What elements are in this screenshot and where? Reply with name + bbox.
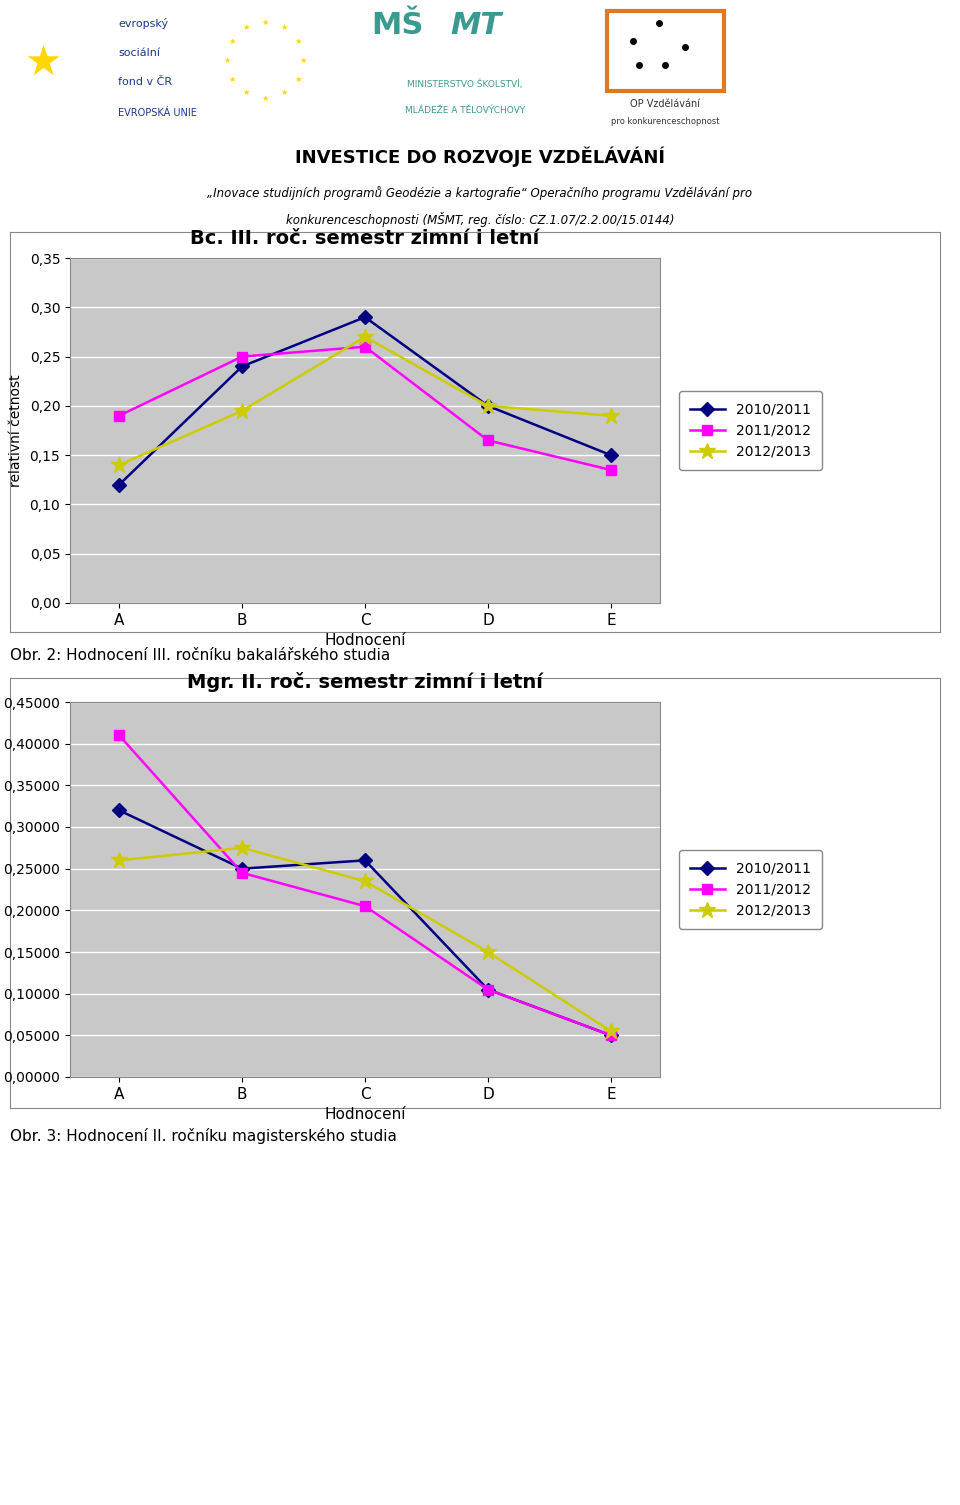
Text: sociální: sociální xyxy=(118,48,160,57)
Text: MŠ: MŠ xyxy=(372,11,424,41)
X-axis label: Hodnocení: Hodnocení xyxy=(324,1108,406,1123)
Text: EVROPSKÁ UNIE: EVROPSKÁ UNIE xyxy=(118,108,197,117)
2011/2012 xyxy=(359,897,371,915)
Text: esf: esf xyxy=(63,48,110,77)
2010/2011 xyxy=(359,852,371,870)
Title: Mgr. II. roč. semestr zimní i letní: Mgr. II. roč. semestr zimní i letní xyxy=(187,673,543,692)
Text: ★: ★ xyxy=(242,23,250,32)
Text: MINISTERSTVO ŠKOLSTVÍ,: MINISTERSTVO ŠKOLSTVÍ, xyxy=(407,80,523,89)
Text: ★: ★ xyxy=(224,56,230,65)
Legend: 2010/2011, 2011/2012, 2012/2013: 2010/2011, 2011/2012, 2012/2013 xyxy=(679,850,822,929)
2011/2012 xyxy=(236,348,248,366)
2012/2013 xyxy=(236,838,248,856)
Line: 2012/2013: 2012/2013 xyxy=(110,328,619,474)
Text: „Inovace studijních programů Geodézie a kartografie“ Operačního programu Vzděláv: „Inovace studijních programů Geodézie a … xyxy=(207,185,753,200)
2010/2011 xyxy=(113,476,125,494)
Y-axis label: relativní četnost: relativní četnost xyxy=(9,375,23,486)
Text: ★: ★ xyxy=(294,36,301,45)
Legend: 2010/2011, 2011/2012, 2012/2013: 2010/2011, 2011/2012, 2012/2013 xyxy=(679,391,822,470)
Text: OP Vzdělávání: OP Vzdělávání xyxy=(630,99,700,108)
Text: ★: ★ xyxy=(261,18,269,27)
2010/2011 xyxy=(605,445,616,464)
Text: konkurenceschopnosti (MŠMT, reg. číslo: CZ.1.07/2.2.00/15.0144): konkurenceschopnosti (MŠMT, reg. číslo: … xyxy=(286,212,674,227)
Line: 2010/2011: 2010/2011 xyxy=(114,805,615,1040)
2012/2013 xyxy=(482,397,493,415)
2011/2012 xyxy=(113,406,125,424)
Text: ★: ★ xyxy=(294,75,301,83)
2010/2011 xyxy=(236,859,248,877)
Text: MT: MT xyxy=(450,11,501,41)
2011/2012 xyxy=(605,1026,616,1044)
Text: INVESTICE DO ROZVOJE VZDĚLÁVÁNÍ: INVESTICE DO ROZVOJE VZDĚLÁVÁNÍ xyxy=(295,147,665,167)
Text: Obr. 3: Hodnocení II. ročníku magisterského studia: Obr. 3: Hodnocení II. ročníku magistersk… xyxy=(10,1127,396,1144)
2012/2013 xyxy=(236,402,248,420)
2012/2013 xyxy=(359,871,371,889)
Text: MLÁDEŽE A TĚLOVÝCHOVY: MLÁDEŽE A TĚLOVÝCHOVY xyxy=(405,105,525,114)
2012/2013 xyxy=(605,406,616,424)
Text: ★: ★ xyxy=(280,23,288,32)
2011/2012 xyxy=(605,461,616,479)
2011/2012 xyxy=(113,727,125,745)
2012/2013 xyxy=(113,456,125,474)
2010/2011 xyxy=(236,357,248,375)
Text: ★: ★ xyxy=(228,36,236,45)
Text: fond v ČR: fond v ČR xyxy=(118,77,172,87)
X-axis label: Hodnocení: Hodnocení xyxy=(324,634,406,649)
Text: ★: ★ xyxy=(24,42,61,84)
Line: 2011/2012: 2011/2012 xyxy=(114,730,615,1040)
Text: evropský: evropský xyxy=(118,18,168,29)
FancyBboxPatch shape xyxy=(607,11,724,92)
2011/2012 xyxy=(236,864,248,882)
Text: ★: ★ xyxy=(242,89,250,98)
2010/2011 xyxy=(359,309,371,327)
2010/2011 xyxy=(113,801,125,819)
Text: pro konkurenceschopnost: pro konkurenceschopnost xyxy=(611,116,719,125)
Line: 2012/2013: 2012/2013 xyxy=(110,840,619,1040)
2012/2013 xyxy=(605,1022,616,1040)
Line: 2010/2011: 2010/2011 xyxy=(114,312,615,489)
2010/2011 xyxy=(605,1026,616,1044)
Text: ★: ★ xyxy=(228,75,236,83)
Line: 2011/2012: 2011/2012 xyxy=(114,342,615,474)
Text: Obr. 2: Hodnocení III. ročníku bakalářského studia: Obr. 2: Hodnocení III. ročníku bakalářsk… xyxy=(10,649,391,664)
Text: ★: ★ xyxy=(280,89,288,98)
2010/2011 xyxy=(482,397,493,415)
2011/2012 xyxy=(359,337,371,355)
2011/2012 xyxy=(482,980,493,998)
2012/2013 xyxy=(113,852,125,870)
2010/2011 xyxy=(482,980,493,998)
Title: Bc. III. roč. semestr zimní i letní: Bc. III. roč. semestr zimní i letní xyxy=(190,229,540,248)
Text: ★: ★ xyxy=(300,56,307,65)
2011/2012 xyxy=(482,432,493,450)
Text: ★: ★ xyxy=(261,93,269,102)
2012/2013 xyxy=(482,944,493,962)
2012/2013 xyxy=(359,328,371,346)
